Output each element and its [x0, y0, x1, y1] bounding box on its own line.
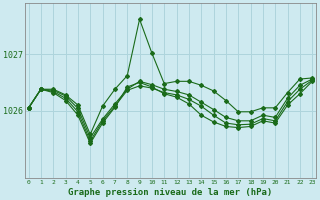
- X-axis label: Graphe pression niveau de la mer (hPa): Graphe pression niveau de la mer (hPa): [68, 188, 273, 197]
